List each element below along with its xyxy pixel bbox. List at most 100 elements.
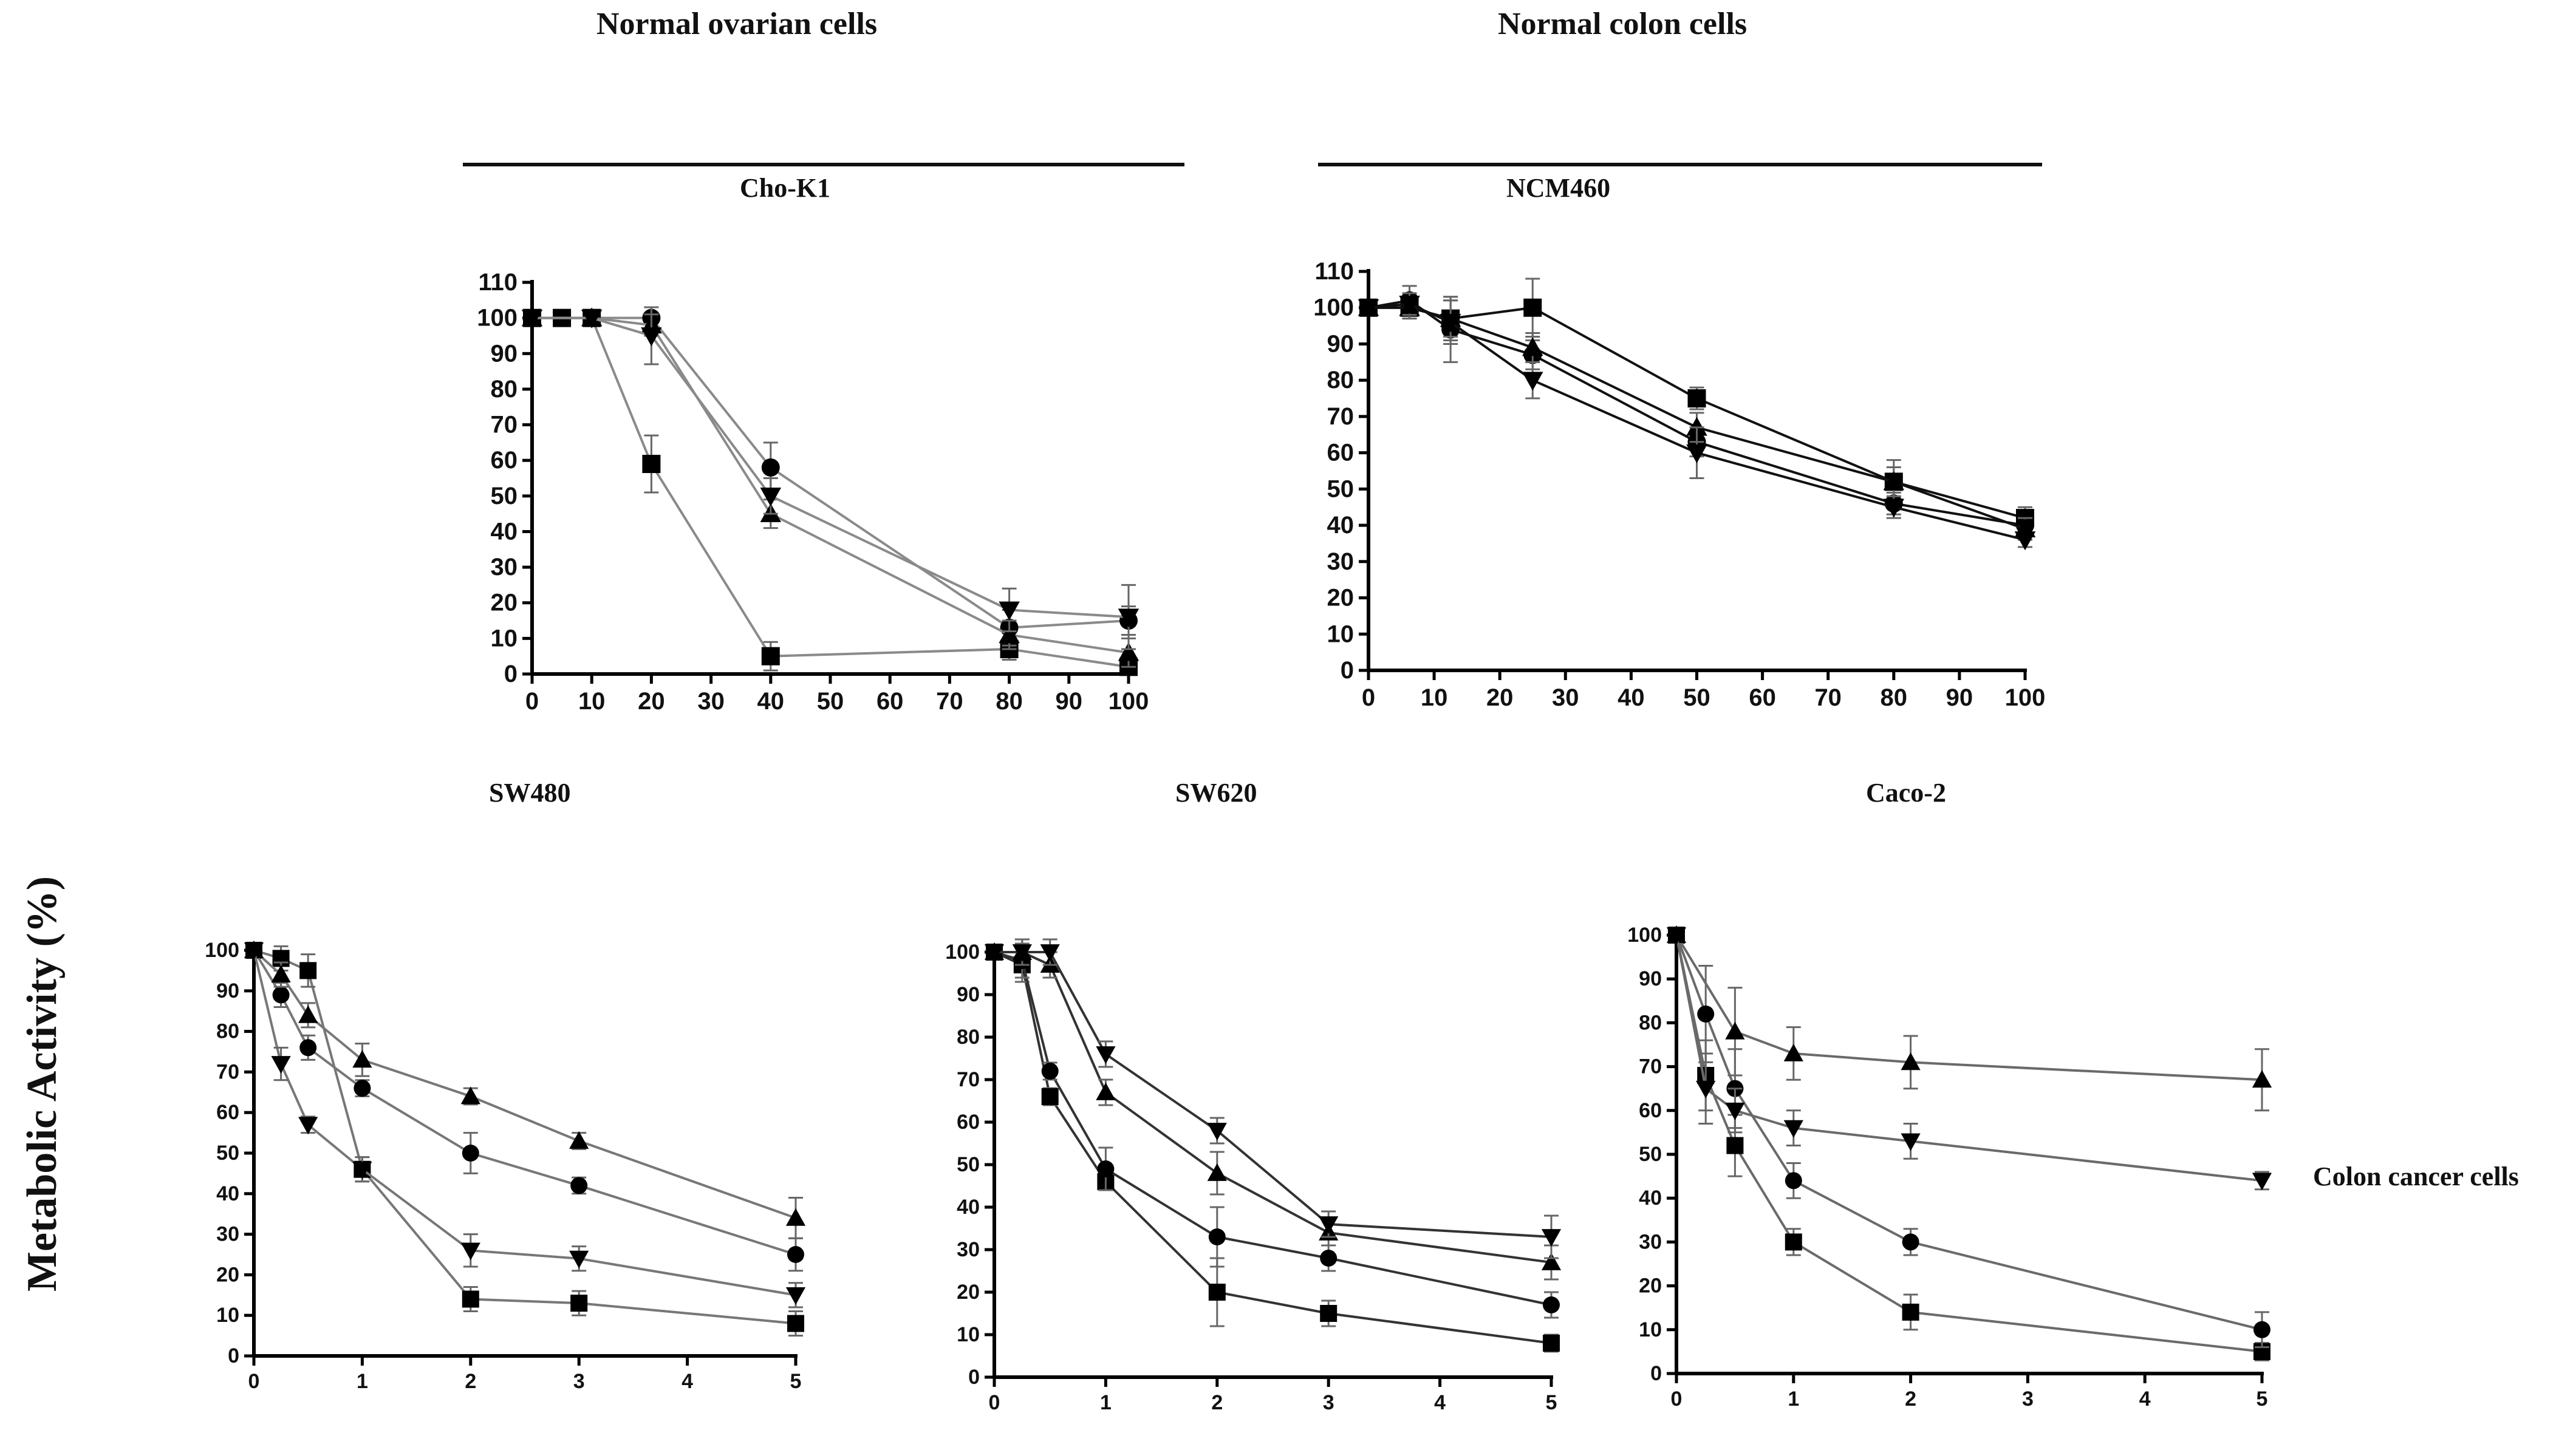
series-line-triangle-up [1675,934,2263,1081]
y-tick-label: 100 [205,939,239,962]
y-tick-label: 80 [1327,367,1355,393]
data-point-triangle-down [1783,1120,1803,1138]
divider-ovarian [463,163,1184,166]
data-point-triangle-down [1666,927,1687,945]
y-tick-label: 100 [1313,295,1354,321]
group-header-colon: Normal colon cells [1498,7,1748,41]
data-point-triangle-up [1096,1082,1116,1100]
y-tick-label: 60 [957,1111,980,1134]
data-point-square [787,1315,804,1332]
x-tick-label: 3 [2022,1387,2034,1411]
y-tick-label: 90 [491,340,518,367]
y-tick-label: 50 [216,1142,239,1165]
x-tick-label: 20 [638,688,665,715]
data-point-triangle-down [2014,531,2036,551]
series-triangle-down [521,306,1139,650]
y-tick-label: 20 [1639,1275,1662,1298]
data-point-square [570,1295,588,1312]
x-tick-label: 20 [1486,684,1514,711]
chart-title-sw620: SW620 [1175,778,1257,808]
data-point-triangle-down [1901,1133,1921,1151]
data-point-triangle-down [1207,1123,1227,1141]
data-point-triangle-up [1725,1021,1745,1040]
y-tick-label: 0 [504,661,518,687]
y-tick-label: 10 [1639,1318,1662,1341]
x-tick-label: 50 [1683,684,1710,711]
data-point-square [1726,1137,1744,1154]
x-tick-label: 2 [1211,1391,1223,1414]
x-tick-label: 5 [790,1370,802,1393]
y-tick-label: 20 [491,590,518,616]
data-point-triangle-down [984,944,1005,962]
data-point-square [642,455,661,474]
y-tick-label: 70 [1639,1055,1662,1078]
series-triangle-down [244,942,806,1309]
data-point-triangle-down [1096,1046,1116,1064]
series-line-triangle-down [532,316,1129,619]
axes: 0 10 20 30 40 50 60 70 80 90 100 0 1 2 3 4 5 [945,941,1557,1414]
data-point-triangle-down [2252,1173,2272,1191]
y-tick-label: 50 [1639,1143,1662,1166]
group-header-ovarian: Normal ovarian cells [596,7,878,41]
y-tick-label: 60 [491,447,518,474]
y-tick-label: 70 [216,1060,239,1083]
y-tick-label: 0 [968,1366,980,1389]
data-point-circle [1097,1160,1115,1177]
data-point-circle [787,1246,804,1263]
data-point-circle [1208,1228,1226,1245]
x-tick-label: 0 [1362,684,1375,711]
y-tick-label: 20 [957,1281,980,1304]
x-tick-label: 30 [1552,684,1579,711]
data-point-circle [1320,1250,1338,1267]
data-point-triangle-down [244,942,264,961]
chart-title-cho-k1: Cho-K1 [740,173,831,203]
y-tick-label: 100 [1627,924,1662,947]
x-tick-label: 4 [2139,1387,2151,1411]
x-tick-label: 0 [1671,1387,1683,1411]
divider-colon [1318,163,2042,166]
y-tick-label: 110 [1314,258,1354,285]
y-tick-label: 90 [1327,330,1355,357]
y-tick-label: 80 [491,376,518,403]
y-tick-label: 80 [957,1026,980,1049]
x-tick-label: 60 [876,688,904,715]
data-point-triangle-down [581,309,603,329]
y-tick-label: 40 [1327,512,1355,539]
chart-title-sw480: SW480 [489,778,571,808]
data-point-square [761,647,780,666]
data-point-square [1902,1303,1919,1321]
data-point-triangle-up [1686,417,1707,436]
x-tick-label: 4 [682,1370,693,1393]
data-point-triangle-down [1399,295,1420,315]
data-point-triangle-up [999,624,1020,644]
data-point-triangle-down [1012,944,1032,962]
data-point-square [1208,1284,1226,1301]
data-point-triangle-down [1883,499,1905,518]
axes: 0 10 20 30 40 50 60 70 80 90 100 110 0 10 20 30 40 50 60 70… [1313,258,2045,711]
data-point-triangle-down [298,1117,318,1135]
data-point-square [462,1290,479,1308]
y-tick-label: 20 [1327,585,1355,611]
x-tick-label: 1 [1100,1391,1112,1414]
series-triangle-down [984,938,1562,1259]
x-tick-label: 3 [1323,1391,1334,1414]
y-tick-label: 60 [1639,1099,1662,1122]
data-point-square [1543,1335,1560,1352]
x-tick-label: 1 [357,1370,368,1393]
x-tick-label: 5 [2257,1387,2268,1411]
data-point-circle [1543,1296,1560,1313]
data-point-circle [1902,1233,1919,1251]
series-line-triangle-down [1675,935,2263,1182]
series-circle [1668,927,2270,1349]
x-tick-label: 100 [1109,688,1149,715]
series-line-square [1675,935,2263,1353]
y-tick-label: 0 [228,1344,239,1367]
y-tick-label: 10 [491,625,518,652]
axes: 0 10 20 30 40 50 60 70 80 90 100 0 1 2 3 4 5 [1627,924,2267,1411]
chart-title-ncm460: NCM460 [1506,173,1611,203]
data-point-triangle-up [298,1005,318,1023]
data-point-triangle-down [1358,299,1379,318]
x-tick-label: 1 [1788,1387,1799,1411]
series-triangle-down [1358,292,2036,551]
x-tick-label: 30 [697,688,725,715]
